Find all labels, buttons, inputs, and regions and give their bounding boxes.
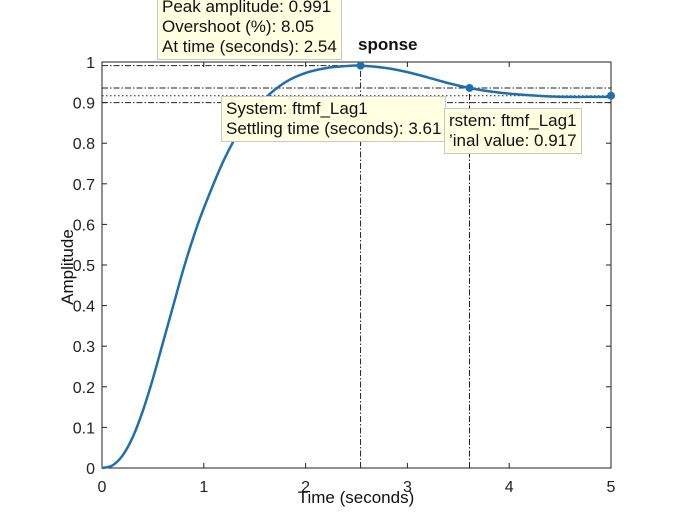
chart-title: sponse (358, 35, 418, 54)
series-line (101, 64, 612, 470)
y-tick-label: 0.9 (73, 96, 95, 113)
datatip-markers (356, 61, 615, 100)
x-tick-label: 2 (301, 479, 310, 496)
y-tick-label: 0.8 (73, 136, 95, 153)
y-tick-label: 0.3 (73, 339, 95, 356)
x-tick-label: 0 (98, 479, 107, 496)
x-axis-label: Time (seconds) (298, 488, 415, 507)
datatip-settling-line-1: System: ftmf_Lag1 (226, 99, 368, 118)
y-tick-label: 0.5 (73, 258, 95, 275)
x-tick-label: 3 (403, 479, 412, 496)
y-tick-label: 0.4 (73, 299, 95, 316)
x-tick-label: 4 (505, 479, 514, 496)
x-axis-ticks: 0 1 2 3 4 5 (98, 62, 616, 496)
datatip-final-line-2: ’inal value: 0.917 (449, 131, 577, 150)
y-tick-label: 0.6 (73, 217, 95, 234)
datatip-peak-line-1: Peak amplitude: 0.991 (162, 0, 332, 16)
x-tick-label: 1 (199, 479, 208, 496)
datatip-marker-final[interactable] (607, 91, 615, 100)
datatip-settling[interactable]: System: ftmf_Lag1 Settling time (seconds… (221, 96, 447, 142)
datatip-final-line-1: rstem: ftmf_Lag1 (449, 111, 577, 130)
datatip-final[interactable]: rstem: ftmf_Lag1 ’inal value: 0.917 (444, 108, 582, 154)
datatip-marker-peak[interactable] (356, 61, 365, 70)
datatip-peak-line-2: Overshoot (%): 8.05 (162, 17, 315, 36)
datatip-marker-settling[interactable] (465, 83, 474, 92)
y-tick-label: 0.1 (73, 420, 95, 437)
x-tick-label: 5 (607, 479, 616, 496)
datatip-peak-line-3: At time (seconds): 2.54 (162, 37, 337, 56)
y-axis-label: Amplitude (58, 229, 77, 305)
datatip-settling-line-2: Settling time (seconds): 3.61 (226, 119, 442, 138)
datatip-peak[interactable]: Peak amplitude: 0.991 Overshoot (%): 8.0… (157, 0, 342, 60)
y-tick-label: 0.7 (73, 177, 95, 194)
y-tick-label: 0 (86, 461, 95, 478)
y-tick-label: 1 (86, 55, 95, 72)
y-tick-label: 0.2 (73, 380, 95, 397)
